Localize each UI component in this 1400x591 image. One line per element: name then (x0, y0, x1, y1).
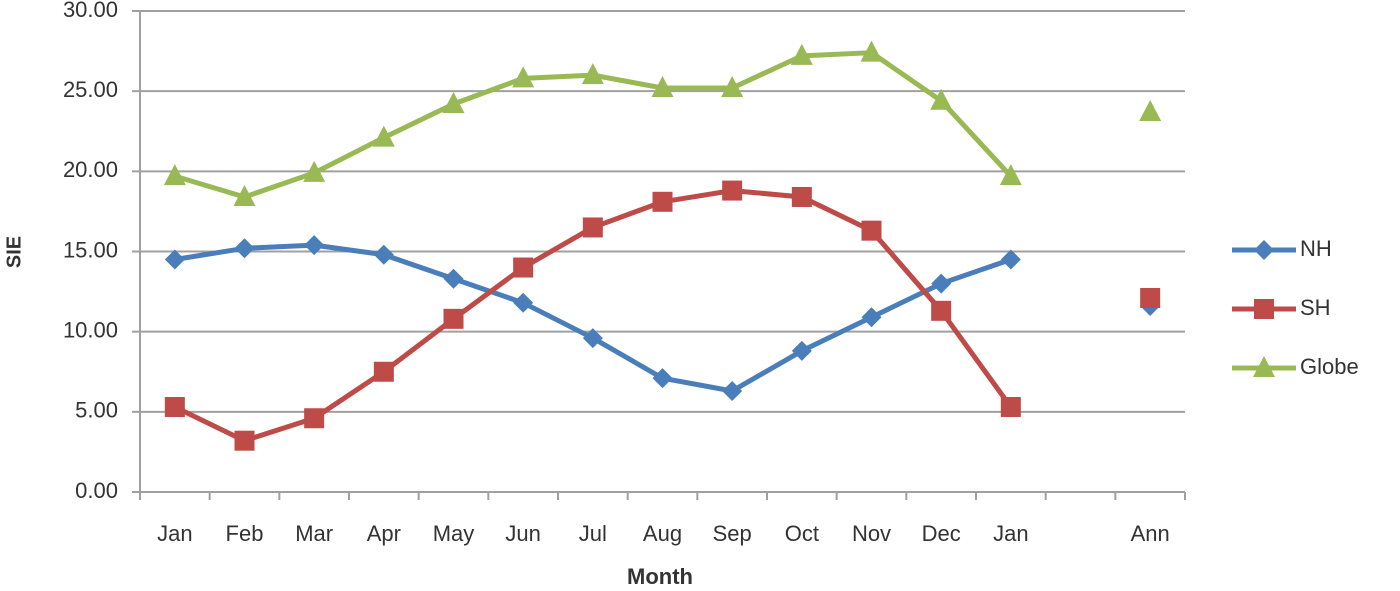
legend-marker (1253, 356, 1275, 377)
data-point (442, 91, 465, 113)
legend-marker (1254, 299, 1274, 319)
data-point (373, 361, 394, 382)
x-tick-label: Oct (785, 521, 819, 546)
data-point (234, 238, 255, 259)
data-point (1000, 249, 1021, 270)
data-point (791, 340, 812, 361)
y-tick-label: 15.00 (63, 237, 118, 262)
data-point (443, 308, 464, 329)
data-point (1140, 287, 1161, 308)
data-point (582, 328, 603, 349)
data-point (443, 268, 464, 289)
y-axis-title: SIE (3, 236, 25, 268)
data-point (861, 307, 882, 328)
data-point (791, 186, 812, 207)
data-point (164, 397, 185, 418)
x-tick-label: Nov (852, 521, 891, 546)
data-point (721, 75, 744, 97)
x-tick-label: Dec (922, 521, 961, 546)
legend-marker (1254, 240, 1274, 260)
data-point (303, 160, 326, 182)
data-point (931, 300, 952, 321)
data-point (931, 273, 952, 294)
data-point (233, 184, 256, 206)
x-tick-label: Apr (367, 521, 401, 546)
data-point (372, 125, 395, 147)
data-point (581, 63, 604, 85)
x-tick-label: Mar (295, 521, 333, 546)
x-tick-label: Sep (713, 521, 752, 546)
x-tick-label: Jul (579, 521, 607, 546)
data-point (1139, 100, 1162, 122)
legend-label: NH (1300, 236, 1332, 261)
data-point (861, 220, 882, 241)
data-point (512, 66, 535, 88)
data-point (163, 164, 186, 186)
data-point (722, 180, 743, 201)
x-tick-label: Feb (226, 521, 264, 546)
data-point (164, 249, 185, 270)
data-point (373, 244, 394, 265)
x-tick-label: May (433, 521, 475, 546)
data-point (722, 380, 743, 401)
y-tick-label: 5.00 (75, 398, 118, 423)
data-point (790, 43, 813, 65)
legend-label: SH (1300, 295, 1331, 320)
data-point (652, 368, 673, 389)
y-tick-label: 25.00 (63, 77, 118, 102)
data-point (304, 235, 325, 256)
data-point (304, 408, 325, 429)
data-point (651, 75, 674, 97)
data-point (652, 191, 673, 212)
x-axis-title: Month (627, 564, 693, 589)
data-point (582, 217, 603, 238)
legend-label: Globe (1300, 354, 1359, 379)
data-point (930, 88, 953, 110)
data-point (860, 40, 883, 62)
y-tick-label: 10.00 (63, 317, 118, 342)
x-tick-label: Jan (157, 521, 192, 546)
x-tick-label: Aug (643, 521, 682, 546)
x-tick-label: Jan (993, 521, 1028, 546)
x-tick-label: Jun (505, 521, 540, 546)
data-point (1000, 397, 1021, 418)
data-point (513, 257, 534, 278)
data-point (234, 430, 255, 451)
x-tick-label: Ann (1131, 521, 1170, 546)
data-point (513, 292, 534, 313)
y-tick-label: 30.00 (63, 0, 118, 22)
data-point (999, 164, 1022, 186)
y-tick-label: 20.00 (63, 157, 118, 182)
y-tick-label: 0.00 (75, 478, 118, 503)
